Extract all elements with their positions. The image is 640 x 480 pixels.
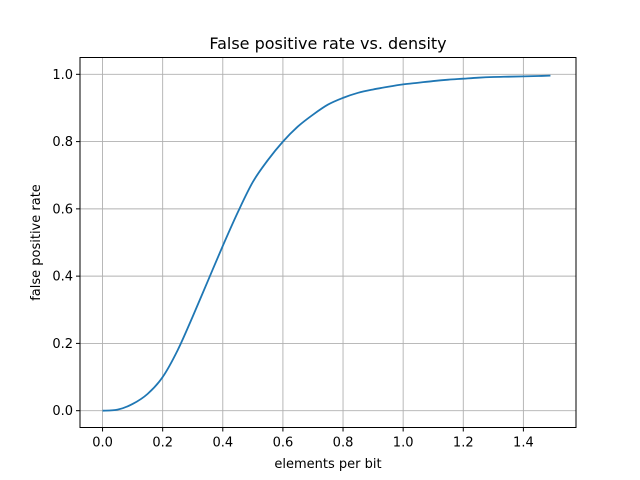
x-axis: 0.0 0.2 0.4 0.6 0.8 1.0 1.2 1.4 [92,427,534,451]
y-tick-label: 0.0 [52,404,73,419]
chart-title: False positive rate vs. density [209,34,446,53]
x-tick-label: 0.6 [273,436,294,451]
series-group [102,74,551,412]
x-tick-label: 0.8 [333,436,354,451]
x-tick-label: 1.0 [393,436,414,451]
y-tick-label: 0.8 [52,135,73,150]
y-tick-label: 0.4 [52,270,73,285]
y-tick-label: 1.0 [52,68,73,83]
grid [80,57,576,428]
x-tick-label: 0.4 [212,436,233,451]
x-tick-label: 0.0 [92,436,113,451]
x-axis-label: elements per bit [274,457,381,472]
x-tick-label: 0.2 [152,436,173,451]
x-tick-label: 1.2 [453,436,474,451]
y-tick-label: 0.2 [52,337,73,352]
plot-frame [79,57,577,428]
y-axis: 0.0 0.2 0.4 0.6 0.8 1.0 [52,68,80,419]
x-tick-label: 1.4 [513,436,534,451]
series-line [102,74,551,412]
y-axis-label: false positive rate [29,184,44,301]
y-tick-label: 0.6 [52,202,73,217]
